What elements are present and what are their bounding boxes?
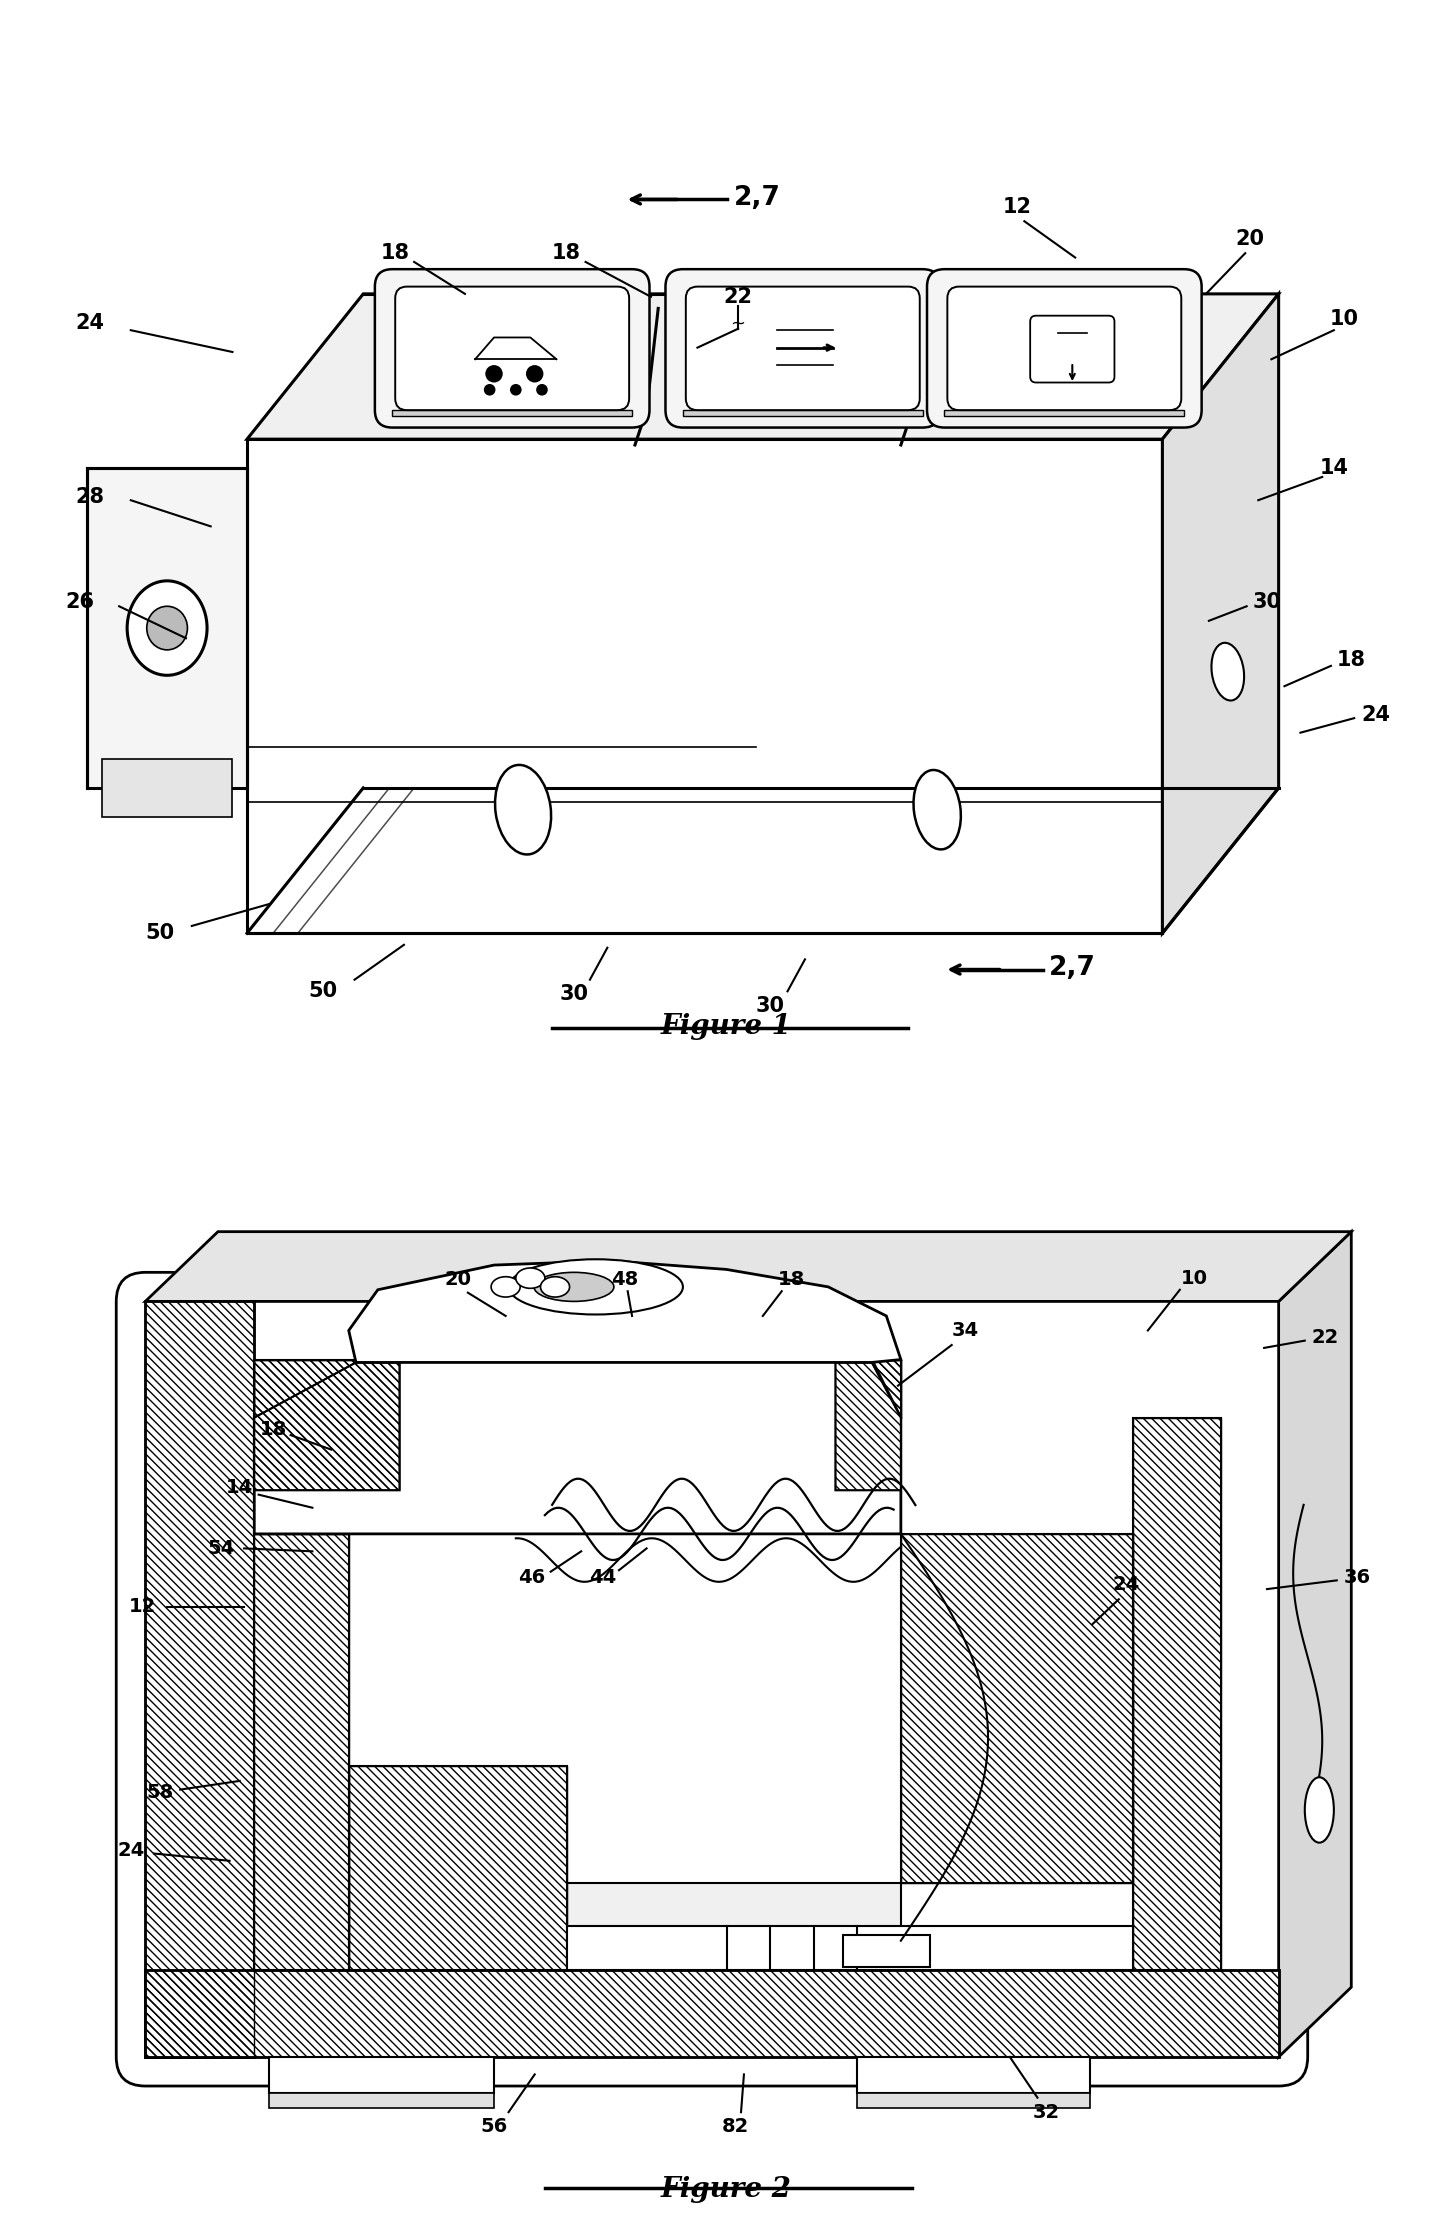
Polygon shape: [349, 1262, 901, 1362]
Polygon shape: [254, 1534, 349, 1970]
Text: 12: 12: [129, 1597, 155, 1617]
Polygon shape: [87, 469, 247, 788]
Ellipse shape: [1212, 643, 1244, 701]
Text: Figure 2: Figure 2: [661, 2177, 792, 2204]
Text: 56: 56: [481, 2117, 507, 2137]
Polygon shape: [944, 411, 1184, 415]
Text: 34: 34: [952, 1322, 978, 1340]
Text: 30: 30: [756, 996, 785, 1016]
Ellipse shape: [1305, 1777, 1334, 1842]
FancyBboxPatch shape: [927, 270, 1202, 427]
Text: 54: 54: [208, 1539, 234, 1559]
Text: 14: 14: [1319, 458, 1348, 478]
Ellipse shape: [541, 1277, 570, 1297]
Text: 26: 26: [65, 592, 94, 612]
Ellipse shape: [147, 607, 187, 650]
Text: 24: 24: [76, 313, 105, 333]
Ellipse shape: [536, 384, 548, 395]
Text: 22: 22: [1312, 1329, 1338, 1346]
Ellipse shape: [914, 770, 960, 849]
Text: 10: 10: [1329, 308, 1359, 328]
Text: 24: 24: [118, 1842, 144, 1860]
Ellipse shape: [484, 384, 495, 395]
Text: 20: 20: [1235, 228, 1264, 248]
Polygon shape: [567, 1927, 1133, 1970]
Text: 24: 24: [1361, 706, 1391, 726]
FancyBboxPatch shape: [843, 1936, 930, 1967]
Polygon shape: [835, 1362, 901, 1489]
Text: 82: 82: [722, 2117, 748, 2137]
FancyBboxPatch shape: [116, 1273, 1308, 2086]
Text: 36: 36: [1344, 1568, 1370, 1588]
Polygon shape: [254, 1360, 901, 1418]
Polygon shape: [392, 411, 632, 415]
Text: 18: 18: [552, 243, 581, 263]
Ellipse shape: [510, 384, 522, 395]
Ellipse shape: [526, 364, 543, 382]
Text: 50: 50: [145, 922, 174, 942]
Ellipse shape: [485, 364, 503, 382]
Text: 14: 14: [227, 1478, 253, 1496]
Ellipse shape: [516, 1268, 545, 1288]
FancyBboxPatch shape: [375, 270, 649, 427]
Text: 18: 18: [260, 1420, 286, 1438]
Text: 58: 58: [147, 1782, 173, 1802]
Polygon shape: [247, 295, 1279, 440]
Text: 30: 30: [559, 985, 588, 1005]
Text: 18: 18: [779, 1271, 805, 1288]
Text: 2,7: 2,7: [734, 185, 780, 210]
Text: 22: 22: [724, 286, 753, 306]
Text: 24: 24: [1113, 1574, 1139, 1594]
Text: 18: 18: [1337, 650, 1366, 670]
Text: 46: 46: [519, 1568, 545, 1588]
Polygon shape: [857, 2057, 1090, 2092]
Ellipse shape: [509, 1259, 683, 1315]
Polygon shape: [567, 1882, 901, 1970]
Polygon shape: [247, 440, 1162, 933]
Ellipse shape: [128, 581, 206, 674]
Text: Figure 1: Figure 1: [661, 1014, 792, 1041]
FancyBboxPatch shape: [665, 270, 940, 427]
Polygon shape: [1279, 1233, 1351, 2057]
Text: ~: ~: [731, 315, 745, 333]
Ellipse shape: [491, 1277, 520, 1297]
Polygon shape: [857, 2092, 1090, 2108]
Polygon shape: [901, 1534, 1133, 1882]
Polygon shape: [254, 1360, 901, 1534]
FancyBboxPatch shape: [947, 286, 1181, 411]
Text: 50: 50: [308, 980, 337, 1000]
Polygon shape: [1133, 1418, 1221, 1970]
Polygon shape: [683, 411, 923, 415]
Text: 12: 12: [1003, 197, 1032, 217]
Text: 10: 10: [1181, 1268, 1207, 1288]
Ellipse shape: [533, 1273, 613, 1302]
Polygon shape: [102, 759, 232, 817]
Text: 48: 48: [612, 1271, 638, 1288]
Polygon shape: [269, 2057, 494, 2092]
FancyBboxPatch shape: [395, 286, 629, 411]
Polygon shape: [254, 1362, 400, 1489]
Text: 28: 28: [76, 487, 105, 507]
Ellipse shape: [495, 766, 551, 855]
FancyBboxPatch shape: [686, 286, 920, 411]
Text: 2,7: 2,7: [1049, 956, 1096, 980]
Polygon shape: [349, 1766, 567, 1970]
Text: 20: 20: [445, 1271, 471, 1288]
Polygon shape: [269, 2092, 494, 2108]
Text: 18: 18: [381, 243, 410, 263]
Text: 32: 32: [1033, 2103, 1059, 2121]
Polygon shape: [145, 1970, 1279, 2057]
Polygon shape: [1162, 295, 1279, 933]
Polygon shape: [145, 1302, 254, 2057]
Text: 30: 30: [1252, 592, 1282, 612]
Text: 44: 44: [590, 1568, 616, 1588]
Polygon shape: [145, 1233, 1351, 1302]
